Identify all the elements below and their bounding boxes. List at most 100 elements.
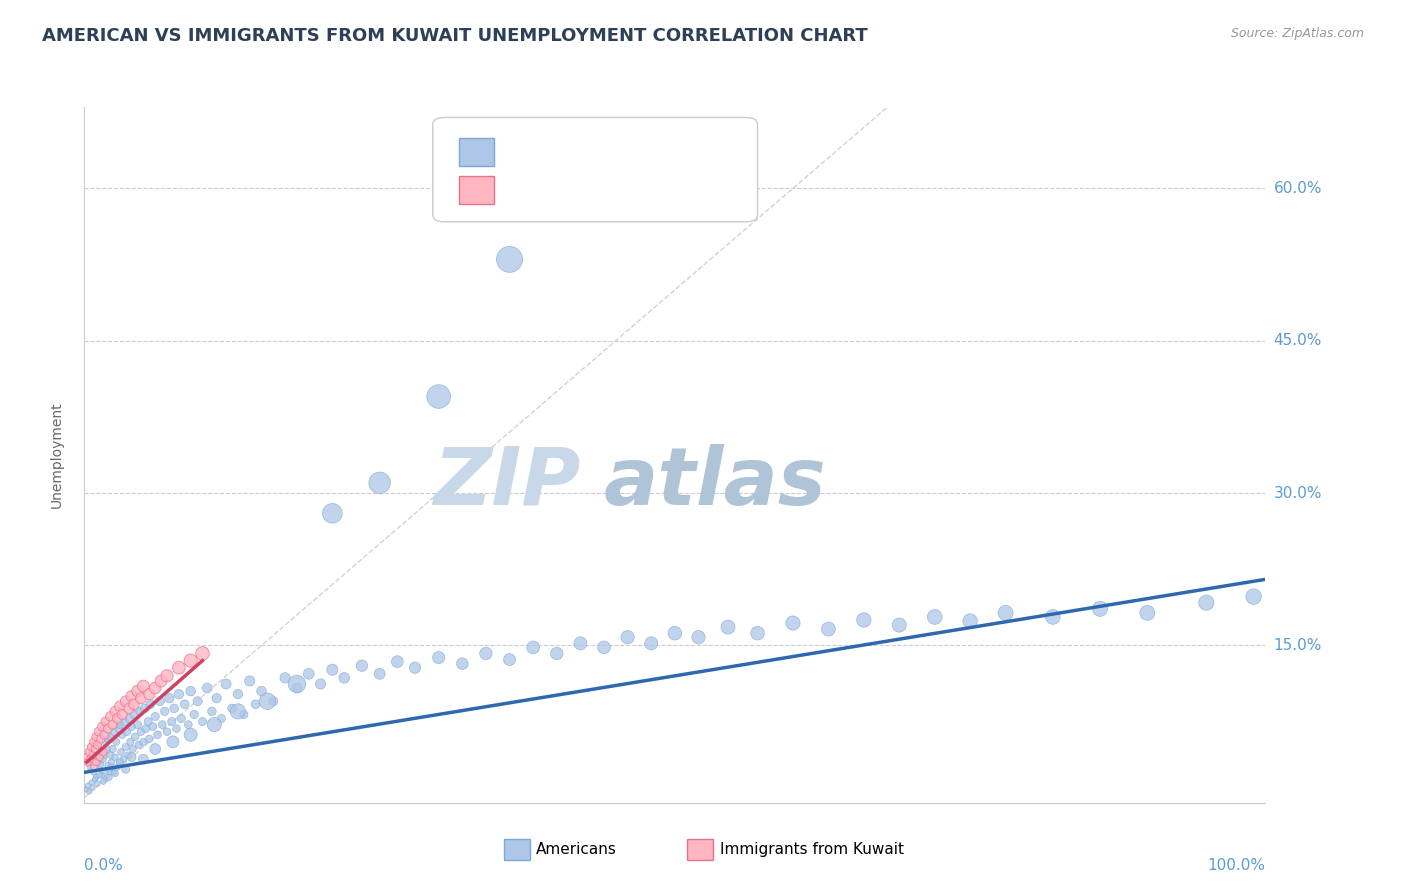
Point [546,647,568,661]
Point [1042,610,1064,624]
Point [852,613,875,627]
Point [177,717,200,731]
Point [157,691,180,706]
Point [162,735,184,749]
Point [105,735,128,749]
Point [118,711,141,725]
Point [195,681,218,695]
Point [94,772,117,787]
Point [285,677,308,691]
Point [100,760,122,774]
Text: 60.0%: 60.0% [1274,181,1322,196]
Point [91,752,114,766]
Point [132,679,155,693]
Point [333,671,356,685]
Point [84,755,107,769]
Point [83,735,105,749]
Point [132,735,155,749]
Point [146,728,169,742]
Point [91,745,114,759]
Text: 30.0%: 30.0% [1274,485,1322,500]
Point [107,722,129,736]
Text: 45.0%: 45.0% [1274,333,1322,348]
Point [84,750,107,764]
Point [664,626,686,640]
Point [98,730,121,744]
Point [427,390,450,404]
Point [108,755,131,769]
Point [112,752,135,766]
Point [128,705,150,719]
Text: ZIP: ZIP [433,443,581,522]
Point [87,739,110,754]
Text: atlas: atlas [605,443,827,522]
Point [321,663,343,677]
Point [205,691,228,706]
Point [103,724,125,739]
Point [79,752,101,766]
Point [616,630,638,644]
Point [124,730,146,744]
Point [226,705,249,719]
Point [160,714,183,729]
Point [89,750,111,764]
Point [86,738,108,752]
Point [93,747,115,762]
Point [221,701,243,715]
Point [87,755,110,769]
Point [83,765,105,780]
Point [111,728,134,742]
Point [103,765,125,780]
Point [782,615,804,630]
Point [107,760,129,774]
Point [368,475,391,490]
Point [274,671,297,685]
Point [117,747,139,762]
Point [79,760,101,774]
Point [104,705,127,719]
Point [1088,602,1111,616]
Point [149,694,172,708]
Point [77,745,100,759]
Point [640,636,662,650]
Bar [458,138,494,166]
Point [98,747,121,762]
Point [191,714,214,729]
Point [1195,596,1218,610]
Point [239,673,262,688]
Point [889,618,911,632]
Point [191,647,214,661]
Text: Immigrants from Kuwait: Immigrants from Kuwait [720,842,904,857]
Point [121,720,143,734]
Point [107,711,129,725]
Point [250,684,273,698]
Point [132,752,155,766]
Point [321,506,343,520]
Point [77,784,100,798]
Point [498,652,520,666]
Point [136,714,159,729]
Point [114,739,136,754]
Point [87,724,110,739]
Point [593,640,616,655]
Point [451,657,474,671]
Point [121,750,143,764]
Point [187,694,209,708]
Point [82,747,104,762]
Point [91,720,114,734]
Point [104,750,127,764]
Point [201,705,224,719]
Point [83,760,105,774]
Point [994,606,1017,620]
Point [114,714,136,729]
Point [93,728,115,742]
Point [817,622,839,636]
Point [959,614,981,628]
Point [427,650,450,665]
Point [89,768,111,782]
Point [97,731,120,746]
Point [91,768,114,782]
Point [404,661,426,675]
Point [101,717,124,731]
Point [139,698,162,712]
